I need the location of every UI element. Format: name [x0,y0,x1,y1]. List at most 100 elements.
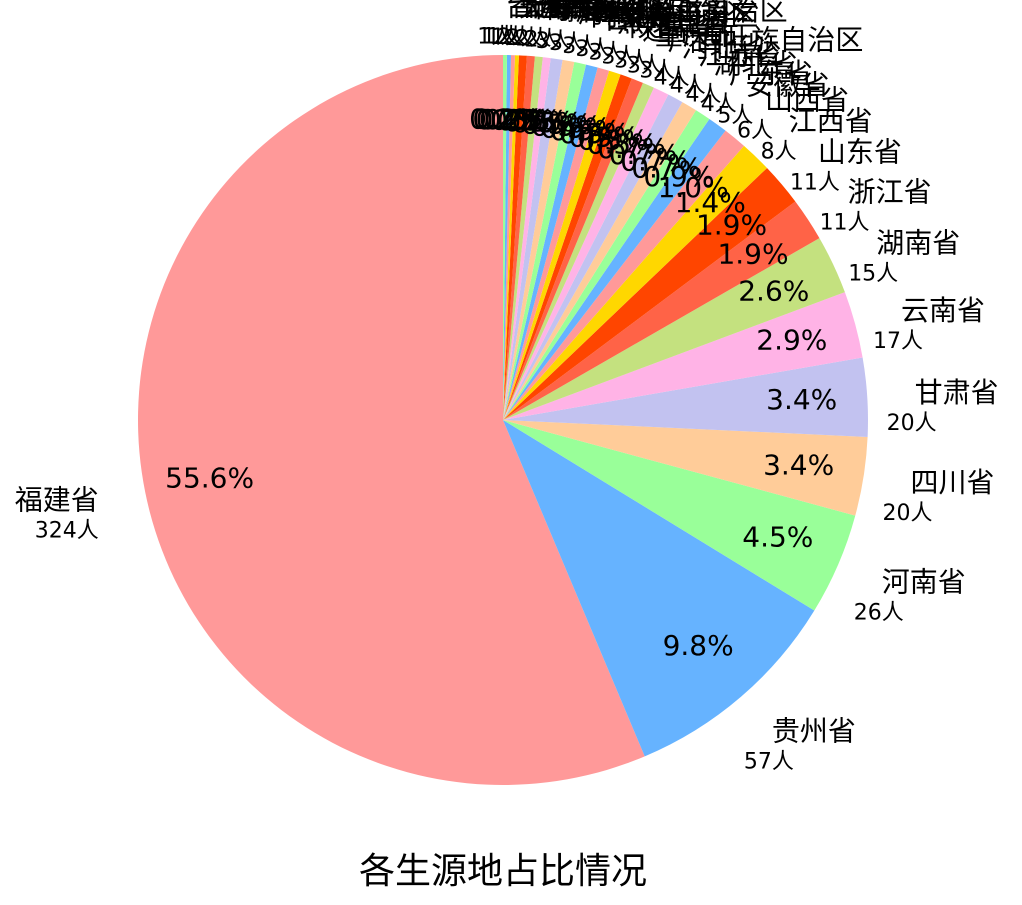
value-label: 3人 [549,31,585,56]
percent-label: 0.5% [578,124,649,157]
category-label: 内蒙古自治区 [590,0,758,32]
slice [503,55,511,420]
slice [503,55,519,420]
value-label: 4人 [701,92,737,117]
percent-label: 0.3% [497,104,568,137]
labels: 55.6%福建省324人9.8%贵州省57人4.5%河南省26人3.4%四川省2… [15,0,999,775]
value-label: 3人 [627,54,663,79]
percent-label: 0.5% [550,114,621,147]
percent-label: 0.5% [587,127,658,160]
category-label: 浙江省 [848,175,932,208]
slice [503,145,768,421]
value-label: 3人 [588,40,624,65]
slice [503,130,745,420]
category-label: 云南省 [901,294,985,327]
percent-label: 0.2% [469,103,540,136]
category-label: 安徽省 [745,68,829,101]
percent-label: 0.5% [531,109,602,142]
slice [503,292,863,420]
value-label: 3人 [575,37,611,62]
slice [138,55,645,785]
percent-label: 1.4% [675,186,746,219]
slice [503,56,543,420]
category-label: 吉林省 [603,2,687,35]
slice [503,167,796,420]
category-label: 山东省 [818,136,902,169]
percent-label: 0.5% [559,117,630,150]
category-label: 北京市 [526,0,610,23]
slice [503,238,845,420]
slice [503,420,815,757]
value-label: 3人 [614,49,650,74]
percent-label: 0.5% [511,106,582,139]
slice [503,55,527,421]
slice [503,58,563,420]
slice [503,357,869,437]
percent-label: 0.2% [476,103,547,136]
value-label: 2人 [524,28,560,53]
slice [503,110,710,420]
percent-label: 0.7% [631,152,702,185]
value-label: 1人 [486,25,522,50]
slice [503,57,551,421]
category-label: 江苏省 [698,38,782,71]
slice [503,55,507,420]
percent-label: 3.4% [763,448,834,481]
value-label: 3人 [639,59,675,84]
slice [503,59,575,420]
value-label: 3人 [562,34,598,59]
category-label: 河南省 [882,565,966,598]
category-label: 山西省 [765,83,849,116]
value-label: 11人 [790,171,840,196]
percent-label: 3.4% [766,383,837,416]
value-label: 1人 [482,25,518,50]
slice [503,118,726,421]
percent-label: 9.8% [663,629,734,662]
percent-label: 0.5% [521,108,592,141]
slice [503,78,643,421]
value-label: 4人 [654,65,690,90]
chart-title: 各生源地占比情况 [359,851,647,892]
value-label: 2人 [515,27,551,52]
slice [503,94,683,420]
slice [503,55,535,421]
category-label: 西藏自治区 [535,0,675,24]
value-label: 3人 [536,29,572,54]
percent-label: 0.7% [597,132,668,165]
value-label: 15人 [848,261,898,286]
slice [503,74,632,421]
category-label: 新疆维吾尔自治区 [564,0,788,27]
percent-label: 0.3% [503,105,574,138]
pie [138,55,869,785]
value-label: 5人 [717,103,753,128]
percent-label: 0.7% [609,138,680,171]
slice [503,67,610,420]
value-label: 17人 [873,329,923,354]
category-label: 台湾省 [505,0,589,23]
value-label: 1人 [491,25,527,50]
percent-label: 1.9% [717,238,788,271]
slice [503,102,697,421]
percent-label: 0.2% [479,103,550,136]
slice [503,82,654,420]
category-label: 重庆市 [655,19,739,52]
value-label: 20人 [887,411,937,436]
percent-label: 0.5% [568,120,639,153]
category-label: 河北省 [682,30,766,63]
category-label: 贵州省 [772,715,856,748]
value-label: 26人 [854,600,904,625]
percent-label: 0.3% [490,104,561,137]
category-label: 四川省 [910,466,994,499]
percent-label: 1.9% [696,209,767,242]
category-label: 甘肃省 [915,376,999,409]
slice [503,201,820,420]
value-label: 20人 [882,501,932,526]
category-label: 上海市 [514,0,598,23]
value-label: 4人 [685,82,721,107]
value-label: 3人 [601,44,637,69]
value-label: 6人 [737,118,773,143]
percent-label: 0.3% [484,103,555,136]
slice [503,70,621,421]
percent-label: 1.0% [658,171,729,204]
slice [503,55,515,421]
